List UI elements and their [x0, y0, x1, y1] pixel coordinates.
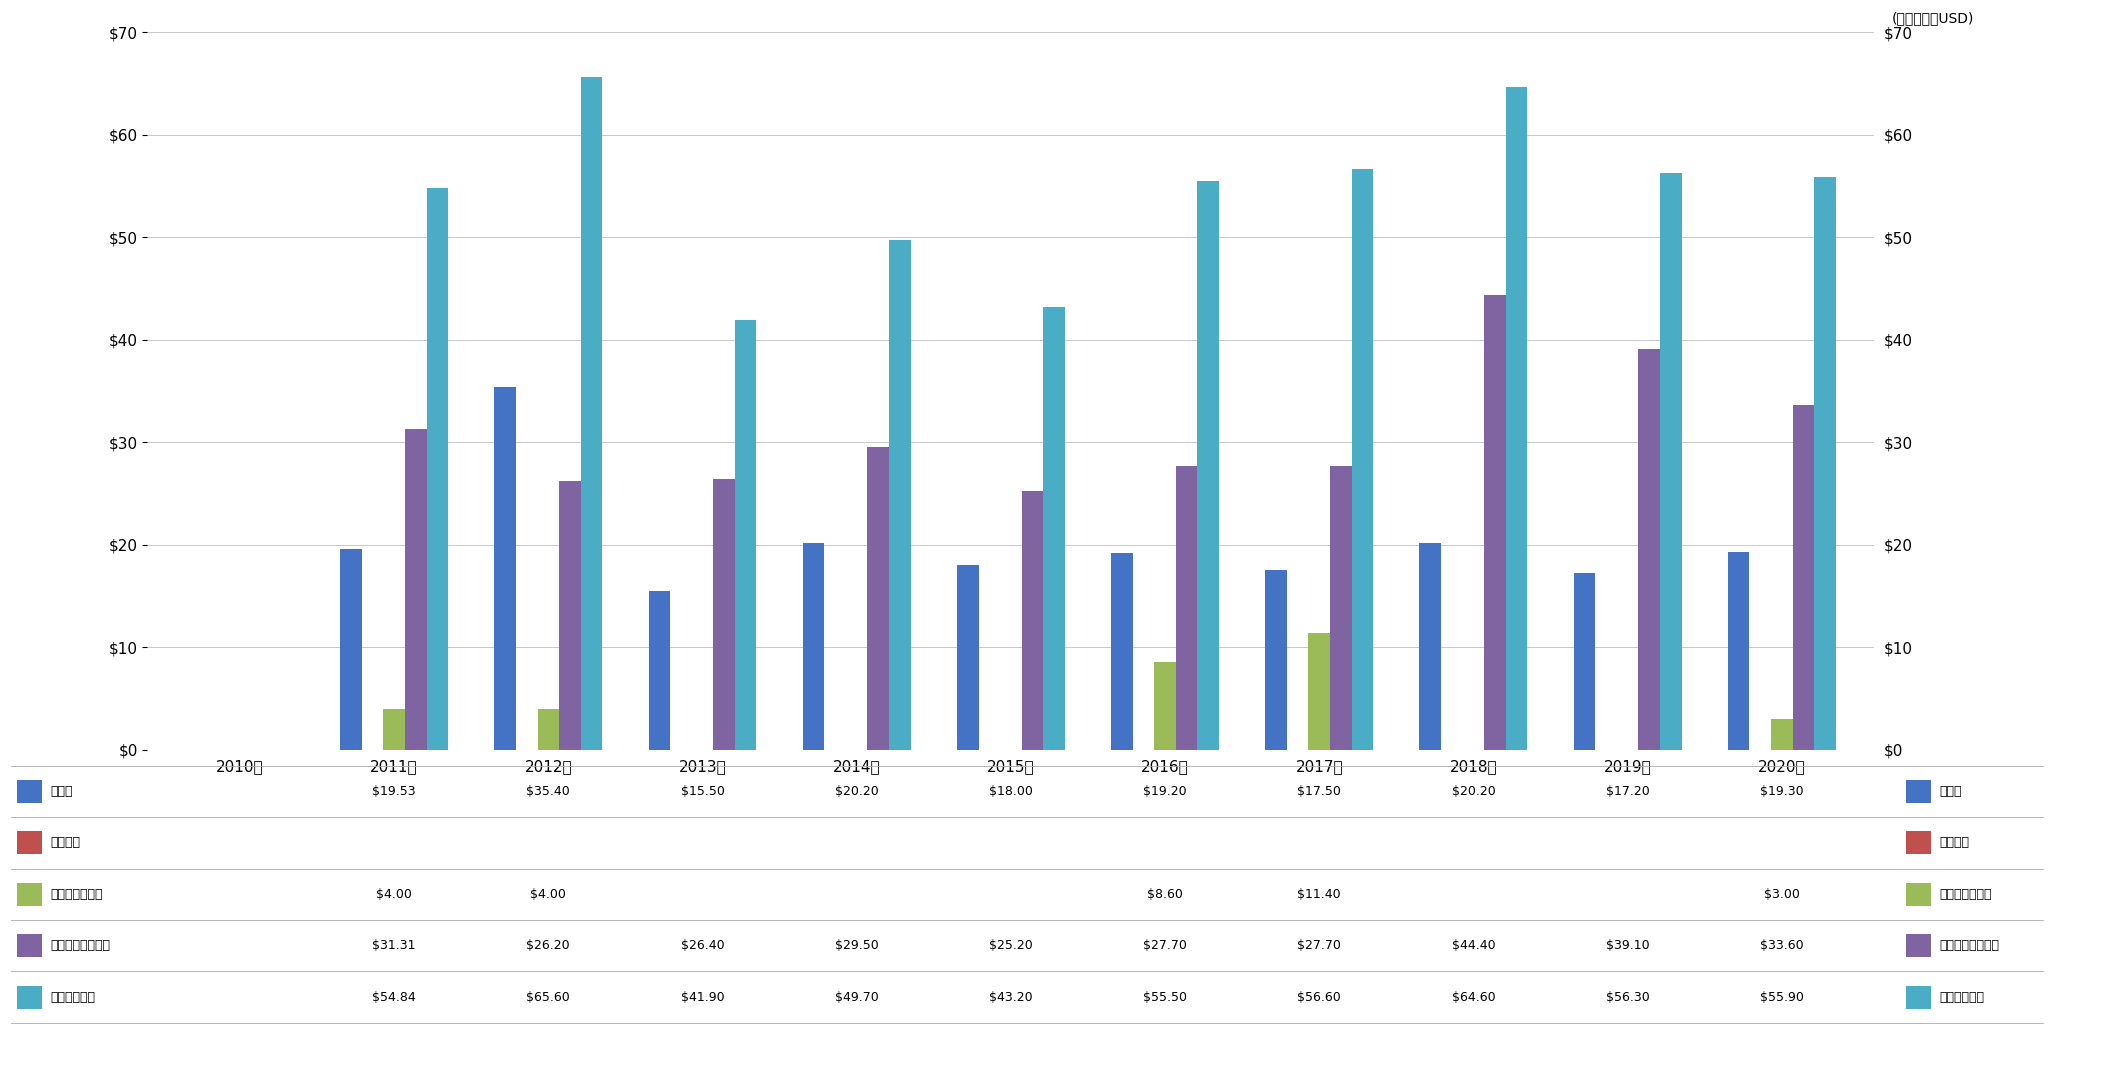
- Text: $11.40: $11.40: [1297, 888, 1342, 901]
- Bar: [802, 543, 823, 750]
- Bar: [1792, 405, 1813, 750]
- Bar: [714, 479, 735, 750]
- Text: $17.50: $17.50: [1297, 785, 1342, 798]
- Bar: [495, 387, 516, 750]
- Bar: [558, 481, 581, 750]
- Bar: [1175, 466, 1198, 750]
- Bar: [956, 565, 979, 750]
- Bar: [1660, 172, 1681, 750]
- Text: 買掛金: 買掛金: [1940, 785, 1963, 798]
- Bar: [1198, 181, 1219, 750]
- Text: $55.50: $55.50: [1144, 991, 1188, 1004]
- Text: $49.70: $49.70: [834, 991, 878, 1004]
- Bar: [1112, 553, 1133, 750]
- Text: $25.20: $25.20: [990, 939, 1032, 952]
- Text: $43.20: $43.20: [990, 991, 1032, 1004]
- Text: $65.60: $65.60: [526, 991, 571, 1004]
- Text: $20.20: $20.20: [1451, 785, 1495, 798]
- Text: $3.00: $3.00: [1765, 888, 1801, 901]
- Text: $27.70: $27.70: [1144, 939, 1188, 952]
- Bar: [1308, 633, 1331, 750]
- Bar: [1352, 169, 1373, 750]
- Bar: [1021, 492, 1042, 750]
- Text: $27.70: $27.70: [1297, 939, 1342, 952]
- Text: $20.20: $20.20: [834, 785, 878, 798]
- Text: $8.60: $8.60: [1148, 888, 1184, 901]
- Text: $19.30: $19.30: [1761, 785, 1803, 798]
- Text: 買掛金: 買掛金: [51, 785, 74, 798]
- Text: 繰延収益: 繰延収益: [51, 836, 80, 849]
- Text: $4.00: $4.00: [531, 888, 567, 901]
- Text: $33.60: $33.60: [1761, 939, 1803, 952]
- Bar: [1331, 466, 1352, 750]
- Text: $39.10: $39.10: [1605, 939, 1649, 952]
- Bar: [1419, 543, 1441, 750]
- Text: $41.90: $41.90: [680, 991, 724, 1004]
- Text: $19.20: $19.20: [1144, 785, 1188, 798]
- Text: (単位：百万USD): (単位：百万USD): [1891, 11, 1973, 25]
- Bar: [1042, 307, 1066, 750]
- Text: 繰延収益: 繰延収益: [1940, 836, 1969, 849]
- Text: $15.50: $15.50: [680, 785, 724, 798]
- Text: $26.40: $26.40: [680, 939, 724, 952]
- Text: $35.40: $35.40: [526, 785, 571, 798]
- Bar: [341, 549, 362, 750]
- Text: $29.50: $29.50: [834, 939, 878, 952]
- Bar: [537, 709, 558, 750]
- Text: $64.60: $64.60: [1451, 991, 1495, 1004]
- Bar: [735, 320, 756, 750]
- Text: $44.40: $44.40: [1451, 939, 1495, 952]
- Text: $55.90: $55.90: [1761, 991, 1803, 1004]
- Text: 流動負債合計: 流動負債合計: [1940, 991, 1984, 1004]
- Bar: [404, 428, 428, 750]
- Bar: [889, 240, 910, 750]
- Bar: [1727, 552, 1750, 750]
- Bar: [581, 77, 602, 750]
- Text: $54.84: $54.84: [373, 991, 417, 1004]
- Bar: [1638, 349, 1660, 750]
- Bar: [383, 709, 404, 750]
- Bar: [428, 187, 449, 750]
- Bar: [1573, 573, 1594, 750]
- Bar: [649, 591, 670, 750]
- Bar: [1154, 662, 1175, 750]
- Bar: [1506, 88, 1527, 750]
- Text: $56.30: $56.30: [1605, 991, 1649, 1004]
- Bar: [1485, 295, 1506, 750]
- Bar: [1813, 177, 1836, 750]
- Bar: [1771, 719, 1792, 750]
- Text: 短期有利子負債: 短期有利子負債: [1940, 888, 1992, 901]
- Text: $17.20: $17.20: [1605, 785, 1649, 798]
- Text: 短期有利子負債: 短期有利子負債: [51, 888, 103, 901]
- Text: $18.00: $18.00: [990, 785, 1032, 798]
- Text: $31.31: $31.31: [373, 939, 415, 952]
- Text: $19.53: $19.53: [373, 785, 417, 798]
- Bar: [1266, 570, 1287, 750]
- Text: その他の流動負債: その他の流動負債: [1940, 939, 1999, 952]
- Text: 流動負債合計: 流動負債合計: [51, 991, 95, 1004]
- Bar: [868, 448, 889, 750]
- Text: $4.00: $4.00: [377, 888, 413, 901]
- Text: $26.20: $26.20: [526, 939, 571, 952]
- Text: $56.60: $56.60: [1297, 991, 1342, 1004]
- Text: その他の流動負債: その他の流動負債: [51, 939, 110, 952]
